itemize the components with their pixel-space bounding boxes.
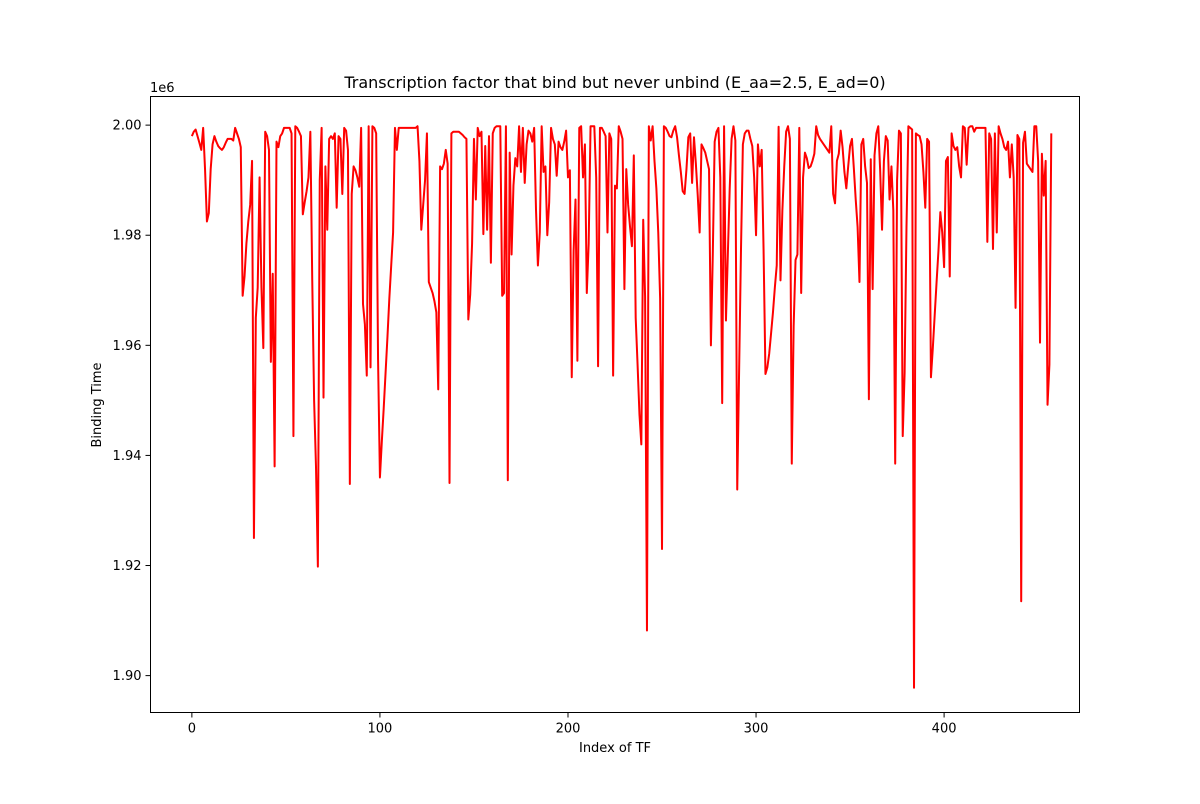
y-tick-label: 1.90 xyxy=(113,669,142,684)
y-tick-label: 1.94 xyxy=(113,449,142,464)
x-axis: 0 100 200 300 400 xyxy=(188,712,957,737)
y-axis-title: Binding Time xyxy=(90,362,105,447)
y-axis: 1.90 1.92 1.94 1.96 1.98 2.00 xyxy=(113,119,151,684)
plot-area-frame xyxy=(150,96,1080,713)
y-tick-label: 1.92 xyxy=(113,559,142,574)
y-tick-label: 1.96 xyxy=(113,339,142,354)
series-line xyxy=(190,125,1053,689)
y-tick-label: 1.98 xyxy=(113,229,142,244)
x-tick-label: 100 xyxy=(368,722,393,737)
x-axis-title: Index of TF xyxy=(579,741,651,756)
x-tick-label: 400 xyxy=(932,722,957,737)
x-tick-label: 300 xyxy=(744,722,769,737)
x-tick-label: 200 xyxy=(556,722,581,737)
y-tick-label: 2.00 xyxy=(113,119,142,134)
y-offset-label: 1e6 xyxy=(150,81,175,96)
chart-title: Transcription factor that bind but never… xyxy=(343,73,885,93)
x-tick-label: 0 xyxy=(188,722,196,737)
